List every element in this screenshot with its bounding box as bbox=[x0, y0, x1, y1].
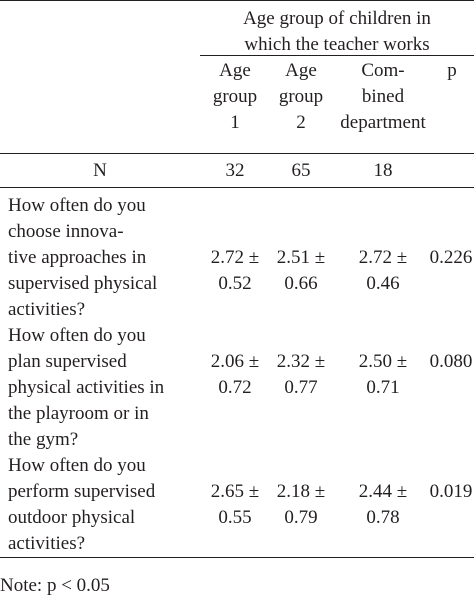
value-line: 0.72 bbox=[218, 377, 252, 398]
value-line: 2.72 ± bbox=[210, 247, 260, 268]
p-value-cell: 0.226 bbox=[428, 245, 474, 271]
value-line: 0.52 bbox=[218, 273, 252, 294]
value-line: 0.46 bbox=[366, 273, 400, 294]
value-line: 2.32 ± bbox=[276, 351, 326, 372]
question-cell: How often do you plan supervised physica… bbox=[8, 323, 198, 453]
value-line: 2.51 ± bbox=[276, 247, 326, 268]
p-value-cell: 0.080 bbox=[428, 349, 474, 375]
value-cell: 2.18 ± 0.79 bbox=[266, 479, 336, 531]
column-header-age-group-2: Age group 2 bbox=[266, 58, 336, 136]
question-line: physical activities in bbox=[8, 377, 165, 398]
n-value: 18 bbox=[373, 160, 393, 181]
column-header-combined-department: Com- bined department bbox=[333, 58, 433, 136]
value-cell: 2.50 ± 0.71 bbox=[333, 349, 433, 401]
value-line: 2.06 ± bbox=[210, 351, 260, 372]
value-line: 0.019 bbox=[429, 481, 473, 502]
header-line: group bbox=[212, 86, 258, 107]
question-line: choose innova- bbox=[8, 221, 124, 242]
question-line: supervised physical bbox=[8, 273, 158, 294]
question-line: tive approaches in bbox=[8, 247, 147, 268]
value-cell: 2.44 ± 0.78 bbox=[333, 479, 433, 531]
header-line: department bbox=[340, 112, 426, 133]
value-cell: 2.06 ± 0.72 bbox=[200, 349, 270, 401]
value-line: 0.55 bbox=[218, 507, 252, 528]
value-line: 2.50 ± bbox=[358, 351, 408, 372]
group-header-rule bbox=[200, 55, 474, 56]
header-bottom-rule bbox=[0, 153, 474, 154]
header-line: Com- bbox=[361, 60, 405, 81]
group-header: Age group of children in which the teach… bbox=[200, 6, 474, 58]
question-line: the gym? bbox=[8, 429, 79, 450]
question-line: plan supervised bbox=[8, 351, 127, 372]
question-line: How often do you bbox=[8, 325, 146, 346]
column-header-age-group-1: Age group 1 bbox=[200, 58, 270, 136]
n-value: 65 bbox=[291, 160, 311, 181]
value-cell: 2.51 ± 0.66 bbox=[266, 245, 336, 297]
question-line: activities? bbox=[8, 533, 86, 554]
group-header-line: Age group of children in bbox=[243, 8, 431, 29]
value-line: 0.66 bbox=[284, 273, 318, 294]
question-line: How often do you bbox=[8, 195, 146, 216]
group-header-line: which the teacher works bbox=[244, 34, 430, 55]
question-line: the playroom or in bbox=[8, 403, 149, 424]
header-line: 1 bbox=[230, 112, 240, 133]
n-label: N bbox=[93, 160, 107, 181]
table-note: Note: p < 0.05 bbox=[0, 575, 110, 596]
table-bottom-rule bbox=[0, 557, 474, 558]
value-line: 0.77 bbox=[284, 377, 318, 398]
value-cell: 2.72 ± 0.46 bbox=[333, 245, 433, 297]
value-cell: 2.65 ± 0.55 bbox=[200, 479, 270, 531]
p-value-cell: 0.019 bbox=[428, 479, 474, 505]
n-value: 32 bbox=[225, 160, 245, 181]
value-line: 2.65 ± bbox=[210, 481, 260, 502]
header-line: 2 bbox=[296, 112, 306, 133]
header-line: p bbox=[447, 60, 457, 81]
value-line: 0.78 bbox=[366, 507, 400, 528]
column-header-p: p bbox=[430, 58, 474, 84]
value-cell: 2.32 ± 0.77 bbox=[266, 349, 336, 401]
question-line: outdoor physical bbox=[8, 507, 136, 528]
value-line: 2.44 ± bbox=[358, 481, 408, 502]
table-top-rule bbox=[0, 0, 474, 1]
value-cell: 2.72 ± 0.52 bbox=[200, 245, 270, 297]
header-line: Age bbox=[219, 60, 251, 81]
header-line: group bbox=[278, 86, 324, 107]
question-line: How often do you bbox=[8, 455, 146, 476]
value-line: 0.79 bbox=[284, 507, 318, 528]
n-row: N 32 65 18 bbox=[0, 158, 474, 184]
question-line: perform supervised bbox=[8, 481, 156, 502]
value-line: 2.18 ± bbox=[276, 481, 326, 502]
n-row-rule bbox=[0, 187, 474, 188]
header-line: Age bbox=[285, 60, 317, 81]
value-line: 0.080 bbox=[429, 351, 473, 372]
header-line: bined bbox=[361, 86, 405, 107]
value-line: 0.71 bbox=[366, 377, 400, 398]
question-line: activities? bbox=[8, 299, 86, 320]
question-cell: How often do you choose innova- tive app… bbox=[8, 193, 198, 323]
value-line: 0.226 bbox=[429, 247, 473, 268]
value-line: 2.72 ± bbox=[358, 247, 408, 268]
question-cell: How often do you perform supervised outd… bbox=[8, 453, 198, 557]
